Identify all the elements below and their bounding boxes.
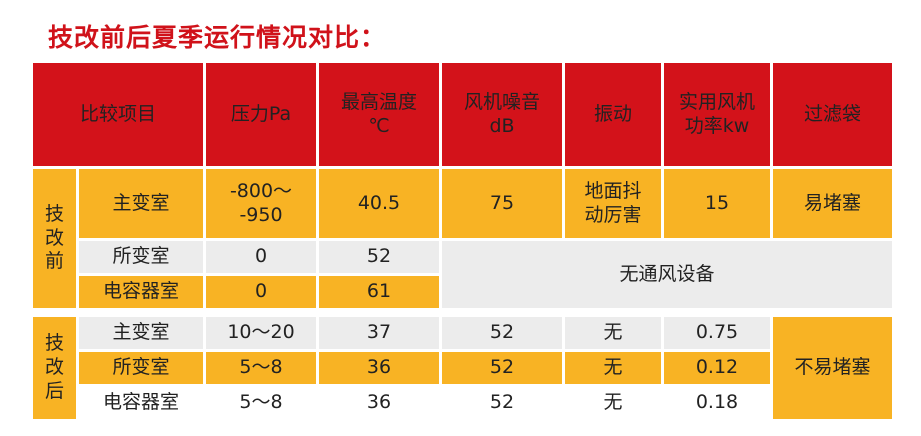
group-label-after: 技 改 后 <box>33 317 76 419</box>
header-pressure: 压力Pa <box>206 63 316 166</box>
header-row: 比较项目 压力Pa 最高温度 ℃ 风机噪音 dB 振动 实用风机 功率kw 过滤… <box>33 63 892 166</box>
pressure-cell: 0 <box>206 241 316 273</box>
table-row: 技 改 后 主变室 10～20 37 52 无 0.75 不易堵塞 <box>33 317 892 419</box>
table-row: 电容器室 0 61 <box>33 276 892 308</box>
room-cell: 所变室 <box>79 241 203 273</box>
group-label-before: 技 改 前 <box>33 169 76 308</box>
header-vibration: 振动 <box>565 63 661 166</box>
room-cell: 所变室 <box>79 352 203 384</box>
table-row: 电容器室 5～8 36 52 无 0.18 <box>33 387 892 419</box>
header-compare-item: 比较项目 <box>33 63 203 166</box>
temp-cell: 40.5 <box>319 169 439 238</box>
header-filter-bag: 过滤袋 <box>773 63 892 166</box>
power-cell: 0.12 <box>664 352 770 384</box>
table-row: 所变室 0 52 无通风设备 <box>33 241 892 308</box>
header-fan-noise: 风机噪音 dB <box>442 63 562 166</box>
room-cell: 电容器室 <box>79 387 203 419</box>
filter-cell: 不易堵塞 <box>773 317 892 419</box>
vibration-cell: 无 <box>565 387 661 419</box>
table-row: 所变室 5～8 36 52 无 0.12 <box>33 352 892 384</box>
pressure-cell: 5～8 <box>206 387 316 419</box>
noise-cell: 75 <box>442 169 562 238</box>
room-cell: 主变室 <box>79 317 203 349</box>
no-ventilation-note: 无通风设备 <box>442 241 892 308</box>
room-cell: 主变室 <box>79 169 203 238</box>
table-row: 技 改 前 主变室 -800～ -950 40.5 75 地面抖 动厉害 15 … <box>33 169 892 308</box>
pressure-cell: 5～8 <box>206 352 316 384</box>
noise-cell: 52 <box>442 352 562 384</box>
power-cell: 15 <box>664 169 770 238</box>
header-fan-power: 实用风机 功率kw <box>664 63 770 166</box>
temp-cell: 37 <box>319 317 439 349</box>
temp-cell: 36 <box>319 352 439 384</box>
temp-cell: 36 <box>319 387 439 419</box>
filter-cell: 易堵塞 <box>773 169 892 238</box>
pressure-cell: 0 <box>206 276 316 308</box>
power-cell: 0.75 <box>664 317 770 349</box>
power-cell: 0.18 <box>664 387 770 419</box>
vibration-cell: 地面抖 动厉害 <box>565 169 661 238</box>
noise-cell: 52 <box>442 317 562 349</box>
page-title: 技改前后夏季运行情况对比： <box>48 23 387 52</box>
comparison-table: 比较项目 压力Pa 最高温度 ℃ 风机噪音 dB 振动 实用风机 功率kw 过滤… <box>30 60 895 422</box>
vibration-cell: 无 <box>565 352 661 384</box>
vibration-cell: 无 <box>565 317 661 349</box>
temp-cell: 52 <box>319 241 439 273</box>
temp-cell: 61 <box>319 276 439 308</box>
pressure-cell: -800～ -950 <box>206 169 316 238</box>
header-max-temp: 最高温度 ℃ <box>319 63 439 166</box>
pressure-cell: 10～20 <box>206 317 316 349</box>
noise-cell: 52 <box>442 387 562 419</box>
room-cell: 电容器室 <box>79 276 203 308</box>
